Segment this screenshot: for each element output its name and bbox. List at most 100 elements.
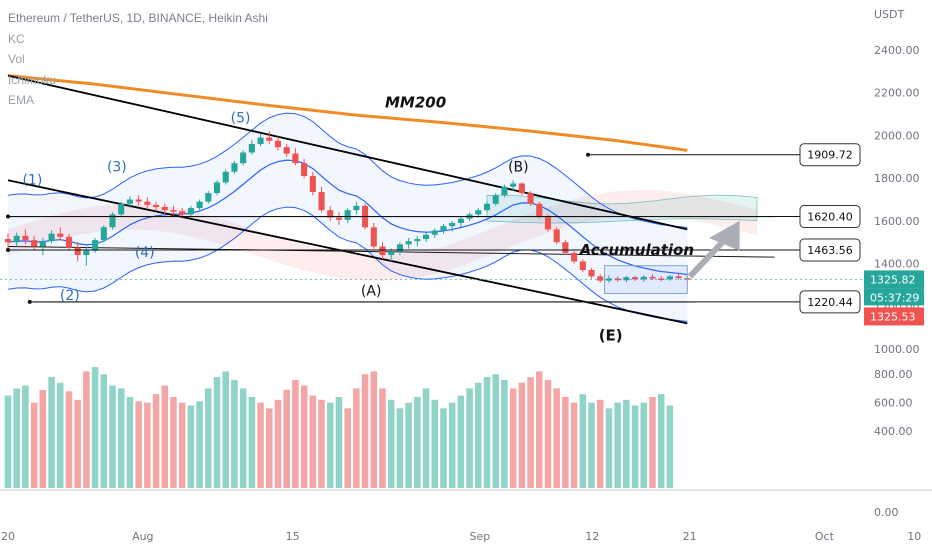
volume-bar <box>56 382 64 488</box>
candle-body <box>492 195 499 204</box>
candle-body <box>579 261 586 270</box>
candle-body <box>405 241 412 245</box>
price-tick-label: 2400.00 <box>874 44 920 57</box>
candle-body <box>623 277 630 281</box>
candle-body <box>74 247 81 256</box>
volume-bar <box>30 402 38 488</box>
volume-bar <box>318 399 325 488</box>
level-value: 1220.44 <box>807 296 853 309</box>
volume-bar <box>300 385 308 488</box>
indicator-ichimoku[interactable]: Ichimoku <box>8 72 57 87</box>
volume-bar <box>91 367 99 488</box>
volume-bar <box>126 396 134 488</box>
candle-body <box>257 137 264 144</box>
volume-tick-label: 0.00 <box>874 506 899 519</box>
time-tick-label: 10 <box>907 530 921 543</box>
symbol-title[interactable]: Ethereum / TetherUS, 1D, BINANCE, Heikin… <box>8 11 268 25</box>
candle-body <box>161 206 168 211</box>
volume-bar <box>431 399 439 488</box>
candle-body <box>675 276 682 279</box>
volume-bar <box>544 379 552 488</box>
price-tick-label: 1800.00 <box>874 172 920 185</box>
candle-body <box>379 246 386 256</box>
volume-bar <box>309 395 317 488</box>
volume-bar <box>144 402 151 488</box>
candle-body <box>118 203 125 215</box>
volume-bar <box>553 388 560 488</box>
volume-bar <box>509 388 517 488</box>
candle-body <box>65 236 73 248</box>
volume-bar <box>231 379 238 488</box>
current-price-badge <box>864 270 924 289</box>
candle-body <box>231 163 238 172</box>
level-box <box>799 238 861 262</box>
annotation-label: MM200 <box>385 94 446 112</box>
indicator-vol[interactable]: Vol <box>8 52 25 66</box>
accumulation-box <box>604 265 688 294</box>
candle-body <box>205 193 212 202</box>
price-tick-label: 1600.00 <box>874 215 920 228</box>
indicator-kc[interactable]: KC <box>8 31 25 46</box>
currency-label: USDT <box>874 8 905 21</box>
candle-body <box>344 210 351 220</box>
volume-bar <box>536 371 543 488</box>
candle-body <box>292 153 299 164</box>
volume-bar <box>631 405 639 488</box>
volume-bar <box>109 385 116 488</box>
arrow-shaft <box>687 235 729 279</box>
candle-body <box>422 234 430 240</box>
volume-bar <box>48 377 55 488</box>
volume-bar <box>13 388 20 488</box>
candle-body <box>187 208 194 215</box>
volume-bar <box>527 377 534 488</box>
volume-bar <box>161 385 169 488</box>
volume-bar <box>117 388 125 488</box>
candle-body <box>240 152 247 164</box>
time-tick-label: Sep <box>470 530 491 543</box>
time-tick-label: 20 <box>1 530 15 543</box>
legend: Ethereum / TetherUS, 1D, BINANCE, Heikin… <box>8 8 268 111</box>
time-tick-label: 21 <box>683 530 697 543</box>
time-tick-label: Oct <box>815 530 835 543</box>
volume-bar <box>370 371 378 488</box>
candle-body <box>153 204 160 207</box>
level-box <box>799 290 861 314</box>
volume-bar <box>579 394 587 488</box>
volume-bar <box>518 382 526 488</box>
candle-body <box>544 216 552 230</box>
volume-bar <box>475 382 482 488</box>
volume-bar <box>353 388 360 488</box>
candle-body <box>597 276 604 281</box>
time-axis: 20 Aug 15 Sep 12 21 Oct 10 <box>0 489 932 543</box>
arrow-head <box>709 220 740 251</box>
candle-body <box>327 210 334 218</box>
current-price: 1325.82 <box>870 273 916 286</box>
candle-body <box>31 240 38 247</box>
candle-body <box>109 214 116 228</box>
candle-body <box>449 222 456 227</box>
level-box <box>799 205 861 229</box>
candle-body <box>666 276 673 280</box>
volume-bar <box>65 391 73 488</box>
level-value: 1909.72 <box>807 149 853 162</box>
indicator-ema[interactable]: EMA <box>8 93 35 107</box>
level-box <box>799 143 861 167</box>
candle-body <box>440 226 447 231</box>
volume-bar <box>596 399 604 488</box>
candle-body <box>396 244 403 252</box>
volume-bar <box>614 402 621 488</box>
candle-body <box>457 218 464 223</box>
volume-bar <box>440 408 447 488</box>
candle-body <box>388 251 395 256</box>
candle-body <box>605 278 612 281</box>
countdown: 05:37:29 <box>870 291 919 304</box>
candle-body <box>144 201 151 205</box>
candle-body <box>475 210 482 215</box>
volume-tick-label: 600.00 <box>874 397 913 410</box>
candle-body <box>649 276 656 279</box>
volume-tick-label: 800.00 <box>874 368 913 381</box>
candle-body <box>266 137 273 141</box>
volume-bar <box>135 401 142 488</box>
level-dot <box>27 299 32 304</box>
